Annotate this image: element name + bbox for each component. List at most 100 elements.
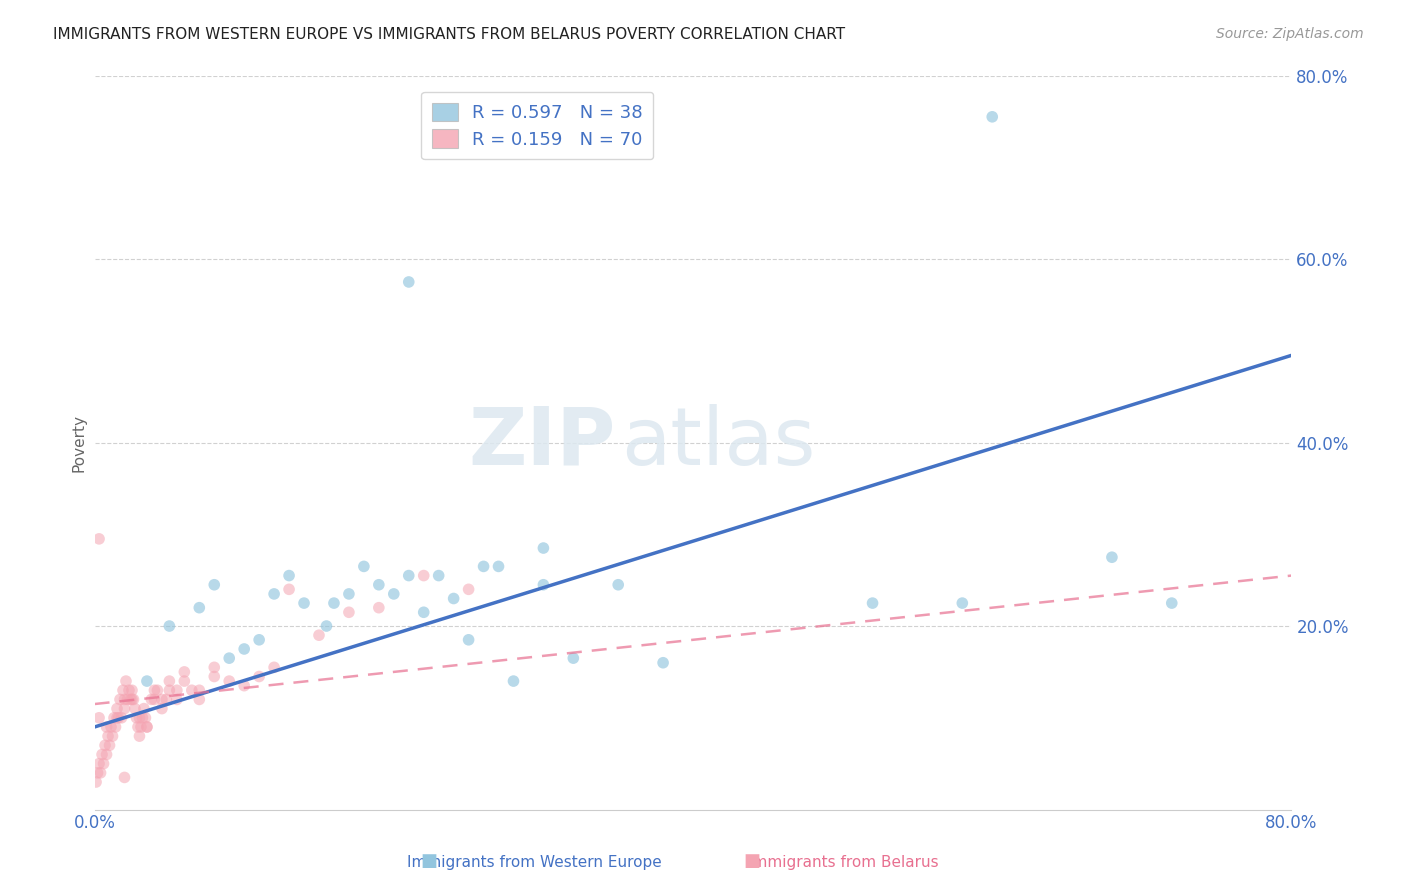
Point [367, 578, 389, 592]
Text: Immigrants from Western Europe: Immigrants from Western Europe [406, 855, 662, 870]
Point [981, 110, 1004, 124]
Point [157, 619, 180, 633]
Point [202, 660, 225, 674]
Point [166, 692, 188, 706]
Point [107, 711, 129, 725]
Point [132, 701, 155, 715]
Y-axis label: Poverty: Poverty [72, 414, 86, 472]
Point [90, 765, 112, 780]
Point [157, 674, 180, 689]
Point [134, 711, 156, 725]
Point [87, 756, 110, 771]
Text: Source: ZipAtlas.com: Source: ZipAtlas.com [1216, 27, 1364, 41]
Point [111, 683, 134, 698]
Point [122, 692, 145, 706]
Point [1101, 550, 1123, 565]
Point [166, 683, 188, 698]
Point [233, 679, 256, 693]
Text: atlas: atlas [621, 403, 815, 482]
Legend: R = 0.597   N = 38, R = 0.159   N = 70: R = 0.597 N = 38, R = 0.159 N = 70 [422, 92, 654, 160]
Point [292, 596, 315, 610]
Point [427, 568, 450, 582]
Point [105, 701, 128, 715]
Point [247, 669, 270, 683]
Point [278, 568, 301, 582]
Point [146, 683, 169, 698]
Point [103, 711, 125, 725]
Point [96, 747, 118, 762]
Point [129, 720, 152, 734]
Point [188, 600, 211, 615]
Text: Immigrants from Belarus: Immigrants from Belarus [748, 855, 939, 870]
Point [136, 720, 159, 734]
Point [263, 587, 285, 601]
Point [457, 582, 479, 597]
Point [488, 559, 510, 574]
Point [108, 692, 131, 706]
Point [86, 765, 108, 780]
Text: ■: ■ [420, 852, 437, 870]
Point [412, 568, 434, 582]
Point [180, 683, 202, 698]
Point [337, 587, 360, 601]
Point [562, 651, 585, 665]
Point [457, 632, 479, 647]
Point [173, 665, 195, 679]
Point [97, 729, 120, 743]
Point [91, 747, 114, 762]
Point [114, 771, 136, 785]
Point [128, 729, 150, 743]
Point [531, 578, 554, 592]
Point [398, 568, 420, 582]
Point [121, 683, 143, 698]
Point [188, 692, 211, 706]
Point [136, 720, 159, 734]
Text: ■: ■ [744, 852, 761, 870]
Point [157, 683, 180, 698]
Point [125, 711, 148, 725]
Point [94, 739, 117, 753]
Point [531, 541, 554, 555]
Point [121, 692, 143, 706]
Point [117, 692, 139, 706]
Point [105, 711, 128, 725]
Point [87, 711, 110, 725]
Point [155, 692, 177, 706]
Point [118, 683, 141, 698]
Point [263, 660, 285, 674]
Point [412, 605, 434, 619]
Point [141, 692, 163, 706]
Point [398, 275, 420, 289]
Point [150, 692, 173, 706]
Point [382, 587, 405, 601]
Point [862, 596, 884, 610]
Point [93, 756, 115, 771]
Point [84, 775, 107, 789]
Point [173, 674, 195, 689]
Point [337, 605, 360, 619]
Point [950, 596, 973, 610]
Point [202, 669, 225, 683]
Point [353, 559, 375, 574]
Point [150, 701, 173, 715]
Text: ZIP: ZIP [468, 403, 616, 482]
Point [652, 656, 675, 670]
Point [443, 591, 465, 606]
Point [127, 720, 149, 734]
Point [124, 701, 146, 715]
Text: IMMIGRANTS FROM WESTERN EUROPE VS IMMIGRANTS FROM BELARUS POVERTY CORRELATION CH: IMMIGRANTS FROM WESTERN EUROPE VS IMMIGR… [53, 27, 845, 42]
Point [100, 720, 122, 734]
Point [202, 578, 225, 592]
Point [218, 674, 240, 689]
Point [110, 711, 132, 725]
Point [188, 683, 211, 698]
Point [101, 729, 124, 743]
Point [114, 692, 136, 706]
Point [278, 582, 301, 597]
Point [323, 596, 346, 610]
Point [1160, 596, 1182, 610]
Point [114, 701, 136, 715]
Point [502, 674, 524, 689]
Point [120, 692, 142, 706]
Point [128, 711, 150, 725]
